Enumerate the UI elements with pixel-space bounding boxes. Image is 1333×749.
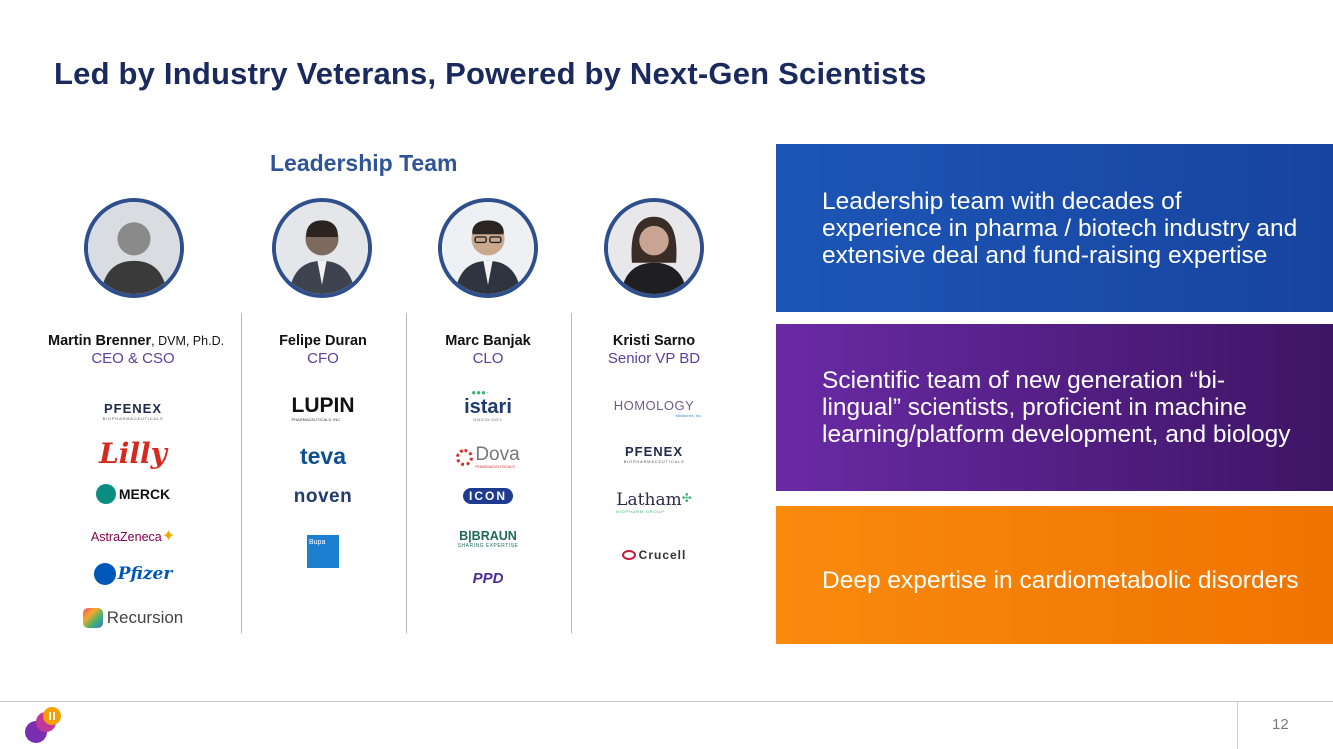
person-felipe-duran: Felipe Duran CFO LUPIN PHARMACEUTICALS, …	[238, 333, 408, 633]
merck-icon	[95, 484, 116, 504]
logo-pfizer: Pfizer	[48, 563, 218, 585]
person-name: Felipe Duran	[279, 333, 367, 349]
company-logo-icon	[22, 706, 64, 746]
person-role: Senior VP BD	[607, 350, 701, 367]
logo-pfenex-2: PFENEX BIOPHARMACEUTICALS	[569, 444, 739, 464]
logo-bbraun: B|BRAUN SHARING EXPERTISE	[403, 529, 573, 549]
logo-text: Crucell	[638, 547, 687, 562]
latham-icon: ✣	[681, 491, 692, 505]
logo-lupin: LUPIN PHARMACEUTICALS, INC.	[238, 394, 408, 423]
recursion-icon	[82, 608, 103, 628]
logo-merck: MERCK	[48, 484, 218, 504]
logo-text: LUPIN	[291, 394, 355, 417]
logo-text: Latham	[616, 490, 682, 510]
logo-subtext: PHARMACEUTICALS	[475, 464, 515, 469]
logo-recursion: Recursion	[48, 608, 218, 628]
logo-dova: Dova PHARMACEUTICALS	[403, 445, 573, 469]
logo-text: istari	[464, 396, 512, 418]
person-name: Kristi Sarno	[612, 333, 696, 349]
logo-teva: teva	[299, 443, 347, 469]
page-number: 12	[1272, 716, 1289, 733]
istari-icon: ●●●·	[471, 388, 489, 397]
person-martin-brenner: Martin Brenner, DVM, Ph.D. CEO & CSO PFE…	[48, 333, 224, 633]
highlight-text: Scientific team of new generation “bi-li…	[822, 367, 1291, 448]
highlight-text: Leadership team with decades of experien…	[822, 187, 1298, 269]
logo-istari: ●●●· istari ONCOLOGY	[403, 389, 573, 423]
crucell-icon	[621, 549, 636, 560]
logo-text: PFENEX	[103, 401, 162, 416]
leadership-team-heading: Leadership Team	[270, 150, 458, 176]
footer-divider	[0, 701, 1333, 702]
name-text: Martin Brenner	[48, 333, 152, 349]
footer-separator	[1237, 702, 1238, 749]
logo-text: Bupa	[307, 535, 339, 568]
avatar-felipe-duran	[272, 198, 372, 298]
person-role: CFO	[307, 350, 339, 367]
logo-subtext: PHARMACEUTICALS, INC.	[291, 417, 342, 422]
highlight-card-scientists: Scientific team of new generation “bi-li…	[776, 324, 1333, 491]
logo-text: B|BRAUN	[459, 529, 517, 543]
logo-subtext: BIOPHARMACEUTICALS	[623, 459, 685, 464]
dova-icon	[456, 448, 474, 466]
logo-subtext: SHARING EXPERTISE	[457, 543, 519, 549]
person-marc-banjak: Marc Banjak CLO ●●●· istari ONCOLOGY Dov…	[403, 333, 573, 633]
logo-text: MERCK	[118, 486, 171, 502]
slide-title: Led by Industry Veterans, Powered by Nex…	[54, 56, 927, 91]
logo-text: Dova	[475, 444, 520, 465]
highlight-card-cardiometabolic: Deep expertise in cardiometabolic disord…	[776, 506, 1333, 644]
highlight-card-experience: Leadership team with decades of experien…	[776, 144, 1333, 312]
logo-bupa: Bupa	[238, 531, 408, 568]
column-divider	[241, 313, 242, 633]
avatar-marc-banjak	[438, 198, 538, 298]
logo-crucell: Crucell	[569, 546, 739, 564]
astrazeneca-icon: ✦	[161, 528, 176, 545]
logo-lilly: Lilly	[99, 437, 167, 470]
pfizer-icon	[93, 563, 116, 585]
person-role: CLO	[472, 350, 504, 367]
avatar-kristi-sarno	[604, 198, 704, 298]
logo-text: Pfizer	[117, 564, 173, 584]
logo-latham: Latham BIOPHARM GROUP ✣	[569, 491, 739, 514]
column-divider	[406, 313, 407, 633]
logo-icon: ICON	[403, 487, 573, 505]
logo-astrazeneca: AstraZeneca✦	[48, 526, 218, 546]
logo-text: HOMOLOGY	[613, 398, 695, 413]
logo-ppd: PPD	[472, 570, 504, 587]
logo-text: ICON	[463, 488, 513, 504]
logo-pfenex: PFENEX BIOPHARMACEUTICALS	[48, 401, 218, 421]
person-name: Marc Banjak	[445, 333, 531, 349]
highlight-text: Deep expertise in cardiometabolic disord…	[822, 566, 1299, 594]
logo-homology: HOMOLOGY Medicines, Inc.	[569, 398, 739, 419]
logo-subtext: ONCOLOGY	[473, 417, 503, 422]
person-credentials: , DVM, Ph.D.	[151, 334, 225, 348]
person-name: Martin Brenner, DVM, Ph.D.	[48, 333, 224, 349]
logo-subtext: Medicines, Inc.	[675, 413, 703, 418]
logo-text: PFENEX	[624, 444, 683, 459]
column-divider	[571, 313, 572, 633]
person-kristi-sarno: Kristi Sarno Senior VP BD HOMOLOGY Medic…	[569, 333, 739, 633]
logo-text: Recursion	[106, 608, 184, 627]
logo-text: AstraZeneca	[90, 530, 162, 544]
logo-subtext: BIOPHARMACEUTICALS	[102, 416, 164, 421]
person-role: CEO & CSO	[91, 350, 175, 367]
avatar-martin-brenner	[84, 198, 184, 298]
logo-subtext: BIOPHARM GROUP	[616, 509, 665, 514]
logo-noven: noven	[293, 486, 353, 507]
